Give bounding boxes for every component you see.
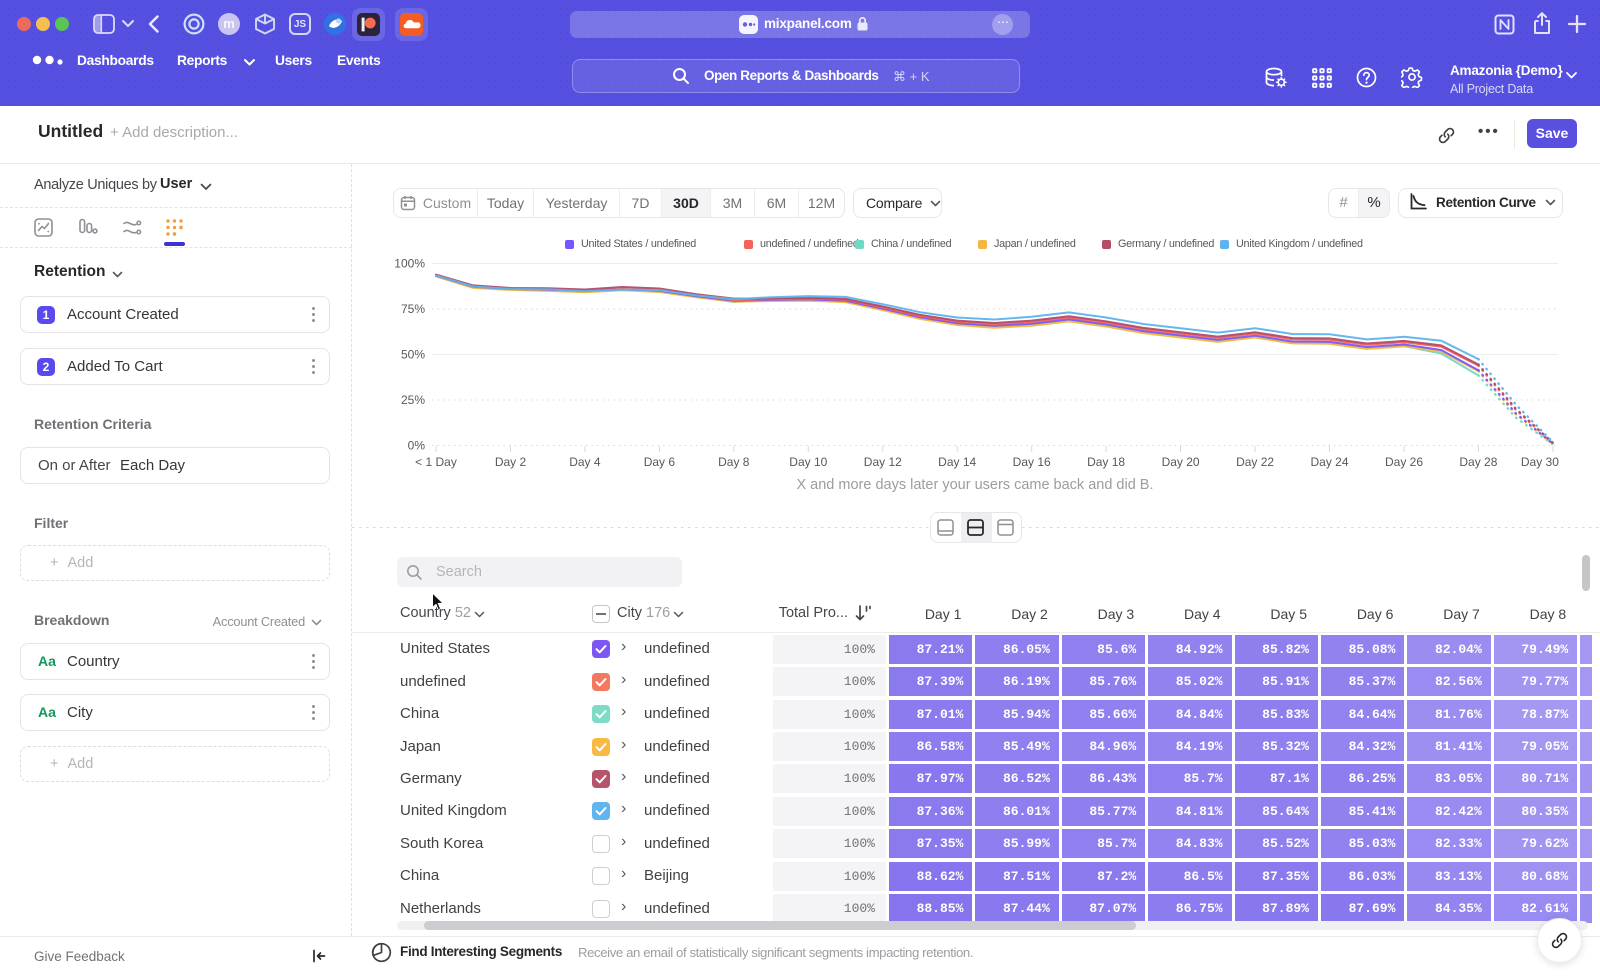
svg-text:Day 6: Day 6	[644, 455, 676, 469]
svg-text:Day 4: Day 4	[569, 455, 601, 469]
svg-text:Day 10: Day 10	[789, 455, 827, 469]
svg-text:Day 28: Day 28	[1459, 455, 1497, 469]
svg-text:Day 20: Day 20	[1162, 455, 1200, 469]
svg-text:25%: 25%	[401, 393, 425, 407]
svg-text:Day 30: Day 30	[1521, 455, 1559, 469]
svg-text:Day 24: Day 24	[1310, 455, 1348, 469]
svg-text:Day 18: Day 18	[1087, 455, 1125, 469]
svg-text:Day 16: Day 16	[1013, 455, 1051, 469]
svg-text:Day 2: Day 2	[495, 455, 527, 469]
svg-text:Day 14: Day 14	[938, 455, 976, 469]
svg-text:50%: 50%	[401, 348, 425, 362]
svg-text:Day 8: Day 8	[718, 455, 750, 469]
svg-text:< 1 Day: < 1 Day	[415, 455, 457, 469]
svg-text:Day 26: Day 26	[1385, 455, 1423, 469]
svg-text:Day 22: Day 22	[1236, 455, 1274, 469]
svg-text:Day 12: Day 12	[864, 455, 902, 469]
svg-text:0%: 0%	[408, 439, 426, 453]
svg-text:75%: 75%	[401, 302, 425, 316]
svg-text:100%: 100%	[394, 257, 425, 271]
